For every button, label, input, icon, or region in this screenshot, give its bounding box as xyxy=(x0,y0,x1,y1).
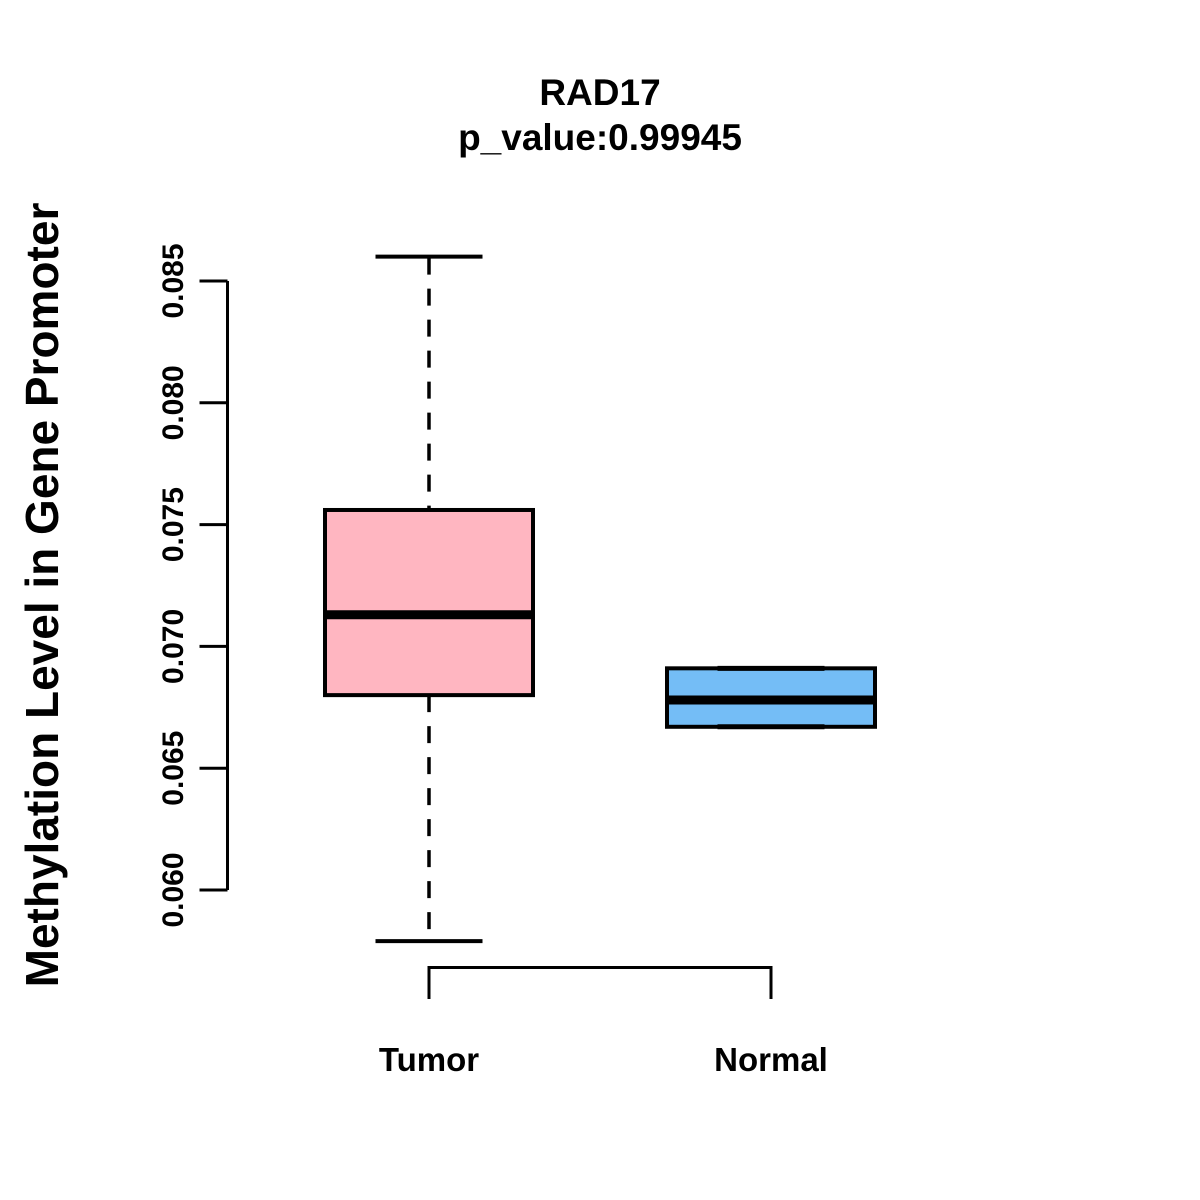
y-tick-label: 0.060 xyxy=(157,852,190,927)
x-category-label: Tumor xyxy=(379,1041,479,1078)
y-tick-label: 0.085 xyxy=(157,243,190,318)
chart-subtitle: p_value:0.99945 xyxy=(458,117,742,158)
y-tick-label: 0.065 xyxy=(157,731,190,806)
x-axis-bracket xyxy=(427,966,773,999)
y-tick-label: 0.075 xyxy=(157,487,190,562)
chart-title: RAD17 xyxy=(539,72,661,113)
y-tick-label: 0.080 xyxy=(157,365,190,440)
box-tumor xyxy=(323,507,535,698)
x-category-label: Normal xyxy=(714,1041,828,1078)
y-tick-label: 0.070 xyxy=(157,609,190,684)
